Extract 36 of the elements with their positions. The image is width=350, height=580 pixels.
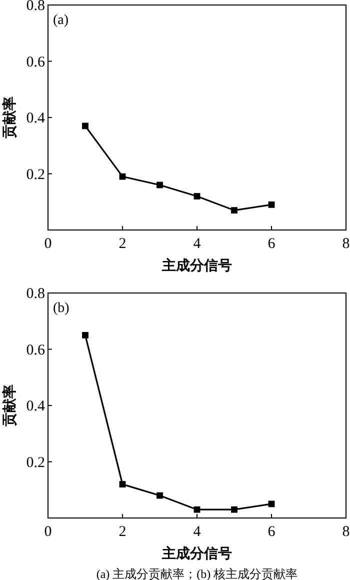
- annotation: (a): [53, 13, 69, 28]
- annotation: (b): [53, 301, 70, 316]
- y-tick-label: 0.4: [26, 398, 46, 414]
- x-tick-label: 2: [118, 524, 126, 540]
- y-tick-label: 0.8: [26, 286, 45, 302]
- point: [194, 193, 200, 200]
- x-axis-title: 主成分信号: [161, 545, 232, 562]
- point: [231, 506, 238, 513]
- y-tick-label: 0.4: [26, 110, 46, 126]
- point: [268, 500, 275, 508]
- x-tick-label: 8: [342, 524, 350, 540]
- point: [119, 173, 126, 180]
- point: [268, 201, 275, 208]
- point: [119, 481, 126, 488]
- x-tick-label: 8: [342, 236, 350, 252]
- y-tick-label: 0.8: [26, 0, 45, 14]
- y-tick-label: 0.6: [26, 54, 46, 70]
- point: [231, 207, 238, 214]
- x-tick-label: 4: [193, 236, 202, 252]
- point: [82, 122, 88, 130]
- point: [156, 182, 163, 188]
- y-tick-label: 0.2: [26, 454, 45, 471]
- x-tick-label: 6: [268, 236, 276, 252]
- x-tick-label: 6: [268, 524, 276, 540]
- x-tick-label: 0: [44, 236, 52, 252]
- x-axis-title: 主成分信号: [161, 257, 232, 274]
- x-tick-label: 4: [193, 524, 202, 540]
- point: [194, 506, 200, 513]
- x-tick-label: 0: [44, 524, 52, 540]
- y-tick-label: 0.6: [26, 342, 46, 358]
- point: [82, 332, 88, 338]
- y-axis-title: 贡献率: [1, 96, 18, 138]
- point: [156, 492, 163, 499]
- y-axis-title: 贡献率: [1, 384, 18, 426]
- x-tick-label: 2: [118, 236, 126, 252]
- y-tick-label: 0.2: [26, 166, 45, 183]
